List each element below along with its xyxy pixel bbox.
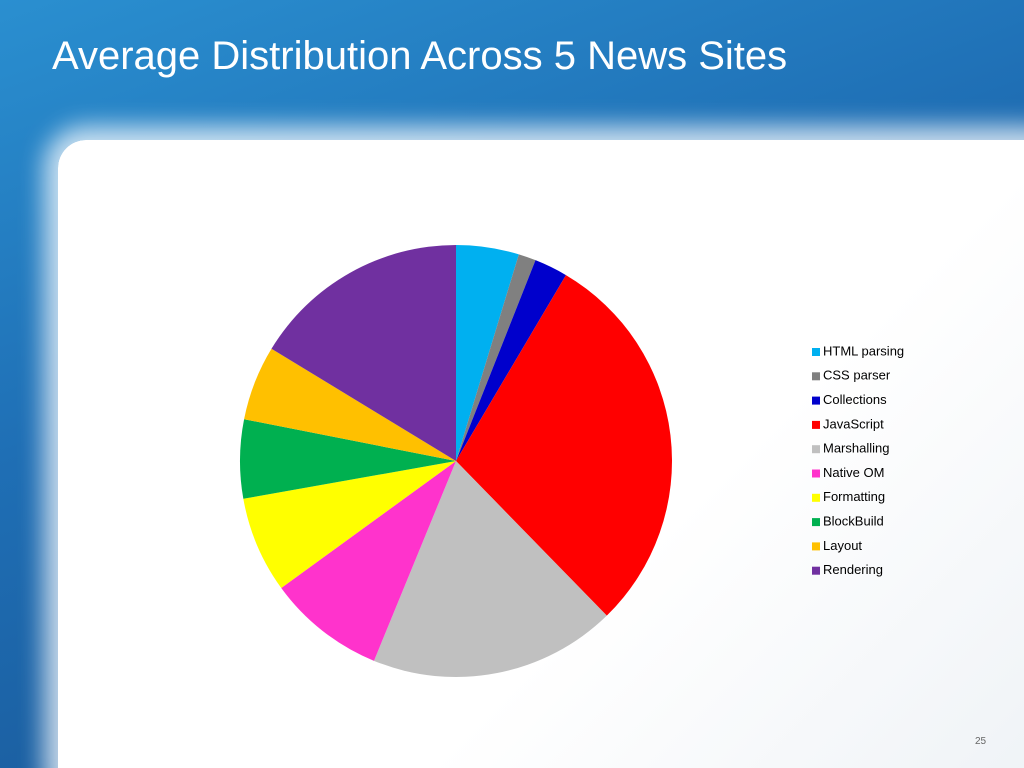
legend-swatch	[812, 469, 820, 478]
page-number: 25	[975, 736, 987, 747]
pie-slice	[244, 348, 456, 461]
legend-swatch	[812, 420, 820, 429]
legend-swatch	[812, 518, 820, 527]
legend-label: Collections	[823, 392, 887, 407]
pie-slice	[456, 245, 519, 461]
legend-swatch	[812, 348, 820, 356]
legend-label: Marshalling	[823, 441, 889, 456]
legend-swatch	[812, 396, 820, 405]
pie-slice	[271, 245, 456, 461]
legend-label: HTML parsing	[823, 343, 904, 358]
chart-title: Average Distribution Across 5 News Sites	[52, 34, 788, 78]
legend-swatch	[812, 493, 820, 502]
legend-label: Native OM	[823, 465, 884, 480]
pie-slice	[281, 461, 456, 661]
legend-label: BlockBuild	[823, 514, 884, 529]
pie-slice	[456, 275, 672, 616]
pie-slice	[240, 419, 456, 499]
pie-slice	[243, 461, 456, 588]
legend-swatch	[812, 445, 820, 454]
legend-swatch	[812, 542, 820, 551]
legend-label: CSS parser	[823, 368, 891, 383]
legend-swatch	[812, 566, 820, 575]
pie-slice	[456, 260, 566, 461]
legend-label: Formatting	[823, 489, 885, 504]
pie-slice	[373, 461, 607, 677]
legend-label: Rendering	[823, 562, 883, 577]
legend-swatch	[812, 372, 820, 381]
pie-slice	[456, 254, 536, 461]
legend-label: JavaScript	[823, 416, 884, 431]
legend-label: Layout	[823, 538, 862, 553]
